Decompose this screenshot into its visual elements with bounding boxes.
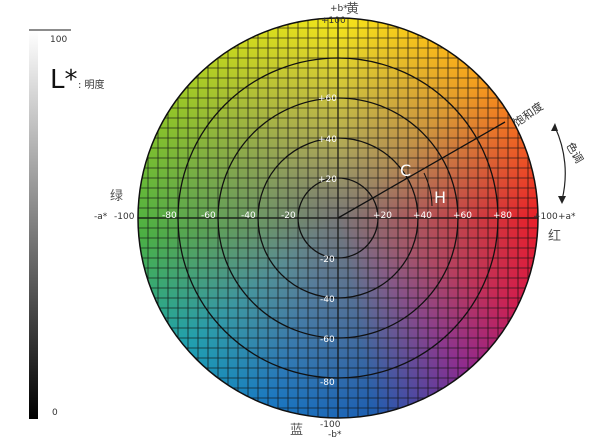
red-label: 红 [548, 228, 561, 244]
a-minus-label: -a* [94, 212, 108, 222]
chroma-line [337, 121, 506, 219]
tick-a-minus20: -20 [281, 211, 296, 221]
lightness-label: : 明度 [78, 78, 105, 91]
tick-labels: -80 -60 -40 -20 +20 +40 +60 +80 +60 +40 … [162, 94, 512, 388]
tick-b-plus40: +40 [318, 135, 337, 145]
tick-b-plus60: +60 [318, 94, 337, 104]
hue-arrow [554, 126, 566, 201]
green-label: 绿 [110, 189, 123, 204]
tick-b-minus80: -80 [320, 378, 335, 388]
hue-direction-label: 色调 [563, 140, 586, 166]
a-plus-value: +100 [533, 212, 558, 222]
b-minus-label: -b* [328, 430, 342, 440]
lightness-symbol: L* [50, 65, 78, 95]
yellow-label: 黄 [346, 2, 359, 17]
tick-a-plus80: +80 [493, 211, 512, 221]
hue-label: H [434, 188, 446, 207]
lightness-top: 100 [50, 35, 67, 45]
tick-b-minus40: -40 [320, 295, 335, 305]
tick-a-plus20: +20 [373, 211, 392, 221]
chroma-rings [137, 17, 539, 419]
tick-a-plus60: +60 [453, 211, 472, 221]
tick-a-minus40: -40 [241, 211, 256, 221]
a-minus-value: -100 [114, 212, 135, 222]
tick-b-minus20: -20 [320, 255, 335, 265]
tick-a-plus40: +40 [413, 211, 432, 221]
tick-b-minus60: -60 [320, 335, 335, 345]
hue-arc [423, 172, 433, 207]
saturation-label: 饱和度 [511, 99, 546, 129]
chroma-label: C [400, 161, 411, 180]
tick-b-plus20: +20 [318, 175, 337, 185]
b-plus-value: +100 [321, 16, 346, 26]
lightness-bottom: 0 [52, 408, 58, 418]
tick-a-minus80: -80 [162, 211, 177, 221]
lightness-bar [29, 31, 38, 419]
b-plus-label: +b* [330, 4, 348, 14]
tick-a-minus60: -60 [201, 211, 216, 221]
blue-label: 蓝 [290, 423, 303, 438]
a-plus-label: +a* [558, 212, 576, 222]
b-minus-value: -100 [320, 420, 341, 430]
